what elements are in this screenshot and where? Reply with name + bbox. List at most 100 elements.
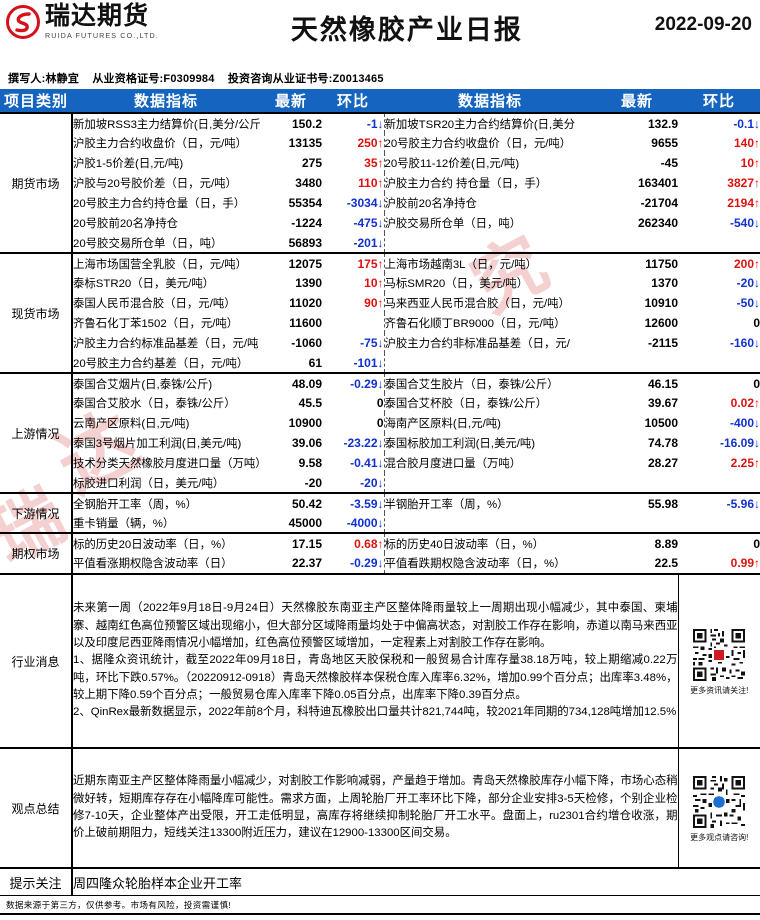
indicator-name-right: 齐鲁石化顺丁BR9000（日，元/吨） bbox=[383, 313, 596, 333]
table-row: 泰标STR20（日，美元/吨） 1390 10↑ 马标SMR20（日，美元/吨） 137… bbox=[0, 273, 760, 293]
category-cell: 下游情况 bbox=[0, 492, 73, 533]
indicator-name-right: 半钢胎开工率（周，%） bbox=[383, 492, 596, 513]
byline: 撰写人:林静宜 从业资格证号:F0309984 投资咨询从业证书号:Z00134… bbox=[0, 70, 760, 89]
indicator-change-right: -400↓ bbox=[729, 416, 760, 430]
indicator-change-right: -50↓ bbox=[736, 296, 760, 310]
indicator-name-left: 重卡销量（辆，%） bbox=[73, 517, 175, 530]
indicator-value-right bbox=[596, 513, 678, 533]
indicator-value-left: 275 bbox=[301, 156, 322, 170]
table-row: 20号胶主力合约基差（日，元/吨） 61 -101↓ bbox=[0, 353, 760, 373]
indicator-name-left: 标的历史20日波动率（日，%） bbox=[72, 532, 260, 553]
indicator-name-right: 混合胶月度进口量（万吨） bbox=[383, 453, 596, 473]
indicator-value-left: 39.06 bbox=[291, 436, 322, 450]
th-latest-right: 最新 bbox=[596, 89, 678, 113]
indicator-name-right: 20号胶主力合约收盘价（日，元/吨） bbox=[383, 133, 596, 153]
indicator-value-left: 11020 bbox=[289, 296, 322, 310]
qr-code-wechat-icon[interactable] bbox=[691, 626, 748, 683]
indicator-name-right bbox=[383, 473, 596, 493]
indicator-name-right bbox=[383, 353, 596, 373]
indicator-value-left: 10900 bbox=[288, 416, 322, 430]
indicator-name-left: 20号胶主力合约持仓量（日，手） bbox=[73, 198, 246, 210]
indicator-value-right: 28.27 bbox=[647, 456, 678, 470]
indicator-change-right: 3827↑ bbox=[727, 176, 760, 190]
indicator-change-right: -20↓ bbox=[736, 276, 760, 290]
table-row: 云南产区原料(日,元/吨) 10900 0 海南产区原料(日,元/吨) 10500 -40… bbox=[0, 413, 760, 433]
indicator-value-left: 1390 bbox=[295, 276, 322, 290]
indicator-value-left: 61 bbox=[308, 355, 322, 370]
indicator-change-left: -0.29↓ bbox=[350, 556, 384, 570]
indicator-change-left: -201↓ bbox=[353, 235, 384, 250]
consult-cert-number: 投资咨询从业证书号:Z0013465 bbox=[227, 73, 384, 85]
indicator-change-right: -160↓ bbox=[729, 336, 760, 350]
indicator-change-right: 2.25↑ bbox=[730, 456, 760, 470]
summary-label: 观点总结 bbox=[0, 747, 73, 868]
indicator-name-left: 泰国3号烟片加工利润(日,美元/吨) bbox=[73, 438, 242, 450]
indicator-value-right: -45 bbox=[660, 156, 678, 170]
indicator-change-right: 0.99↑ bbox=[730, 556, 760, 570]
indicator-value-left: -20 bbox=[304, 475, 322, 490]
table-row: 沪胶1-5价差(日,元/吨) 275 35↑ 20号胶11-12价差(日,元/吨) -4… bbox=[0, 153, 760, 173]
logo-company-name-cn: 瑞达期货 bbox=[45, 2, 150, 30]
indicator-name-left: 沪胶1-5价差(日,元/吨) bbox=[73, 158, 184, 170]
indicator-value-left: 48.09 bbox=[260, 372, 322, 393]
indicator-name-left: 新加坡RSS3主力结算价(日,美分/公斤 bbox=[72, 112, 260, 133]
category-cell: 上游情况 bbox=[0, 372, 73, 493]
table-row: 下游情况 全钢胎开工率（周，%） 50.42 -3.59↓ 半钢胎开工率（周，%） 55.… bbox=[0, 492, 760, 533]
title-area: 天然橡胶产业日报 bbox=[159, 8, 655, 47]
table-row: 重卡销量（辆，%） 45000 -4000↓ bbox=[0, 513, 760, 533]
indicator-value-left: 45.5 bbox=[298, 396, 322, 410]
indicator-change-left: -0.29↓ bbox=[322, 372, 384, 393]
indicator-name-left: 20号胶主力合约基差（日，元/吨） bbox=[73, 357, 249, 370]
indicator-value-right: 55.98 bbox=[596, 492, 678, 513]
indicator-change-left: -3.59↓ bbox=[322, 492, 384, 513]
indicator-change-left bbox=[322, 313, 384, 333]
table-row: 平值看涨期权隐含波动率（日） 22.37 -0.29↓ 平值看跌期权隐含波动率（日，%… bbox=[0, 553, 760, 573]
indicator-value-right: 11750 bbox=[596, 252, 678, 273]
indicator-change-left: 90↑ bbox=[364, 296, 384, 310]
indicator-name-right: 标的历史40日波动率（日，%） bbox=[383, 532, 596, 553]
indicator-change-left: 0.68↑ bbox=[322, 532, 384, 553]
text-sections-table: 行业消息 未来第一周（2022年9月18日-9月24日）天然橡胶东南亚主产区整体… bbox=[0, 573, 760, 895]
table-row: 20号胶前20名净持仓 -1224 -475↓ 沪胶交易所仓单（日，吨） 262340 -… bbox=[0, 213, 760, 233]
indicator-name-right bbox=[383, 233, 596, 253]
indicator-name-right: 沪胶主力合约非标准品基差（日，元/ bbox=[383, 333, 596, 353]
indicator-change-left: -475↓ bbox=[353, 216, 384, 230]
indicator-name-right: 马标SMR20（日，美元/吨） bbox=[383, 273, 596, 293]
indicator-value-right: 39.67 bbox=[647, 396, 678, 410]
qr-code-consult-icon[interactable] bbox=[691, 773, 748, 830]
indicator-change-right bbox=[678, 473, 760, 493]
indicator-name-right: 马来西亚人民币混合胶（日，元/吨） bbox=[383, 293, 596, 313]
logo-company-name-en: RUIDA FUTURES CO.,LTD. bbox=[45, 31, 159, 40]
summary-row: 观点总结 近期东南亚主产区整体降雨量小幅减少，对割胶工作影响减弱，产量趋于增加。… bbox=[0, 747, 760, 868]
indicator-value-right bbox=[596, 233, 678, 253]
indicator-name-right: 沪胶前20名净持仓 bbox=[383, 193, 596, 213]
indicator-change-left: -20↓ bbox=[360, 475, 384, 490]
indicator-name-right: 泰国合艾杯胶（日，泰铢/公斤） bbox=[383, 393, 596, 413]
indicator-name-right: 平值看跌期权隐含波动率（日，%） bbox=[383, 553, 596, 573]
data-table: 项目类别 数据指标 最新 环比 数据指标 最新 环比 期货市场 新加坡RSS3主力… bbox=[0, 89, 760, 573]
indicator-value-left: 17.15 bbox=[260, 532, 322, 553]
indicator-value-right bbox=[596, 473, 678, 493]
indicator-name-right: 新加坡TSR20主力合约结算价(日,美分 bbox=[383, 112, 596, 133]
indicator-name-left: 标胶进口利润（日，美元/吨） bbox=[73, 477, 225, 490]
indicator-value-right: 8.89 bbox=[596, 532, 678, 553]
indicator-name-right: 上海市场越南3L（日，元/吨） bbox=[383, 252, 596, 273]
indicator-name-left: 云南产区原料(日,元/吨) bbox=[73, 418, 190, 430]
indicator-name-left: 泰国合艾胶水（日，泰铢/公斤） bbox=[73, 398, 236, 410]
indicator-value-right: 12600 bbox=[644, 316, 678, 330]
qualification-number: 从业资格证号:F0309984 bbox=[92, 73, 215, 85]
news-qr-caption: 更多资讯请关注! bbox=[690, 685, 749, 695]
indicator-change-right: -0.1↓ bbox=[678, 112, 760, 133]
indicator-name-right: 海南产区原料(日,元/吨) bbox=[383, 413, 596, 433]
th-indicator-left: 数据指标 bbox=[72, 89, 260, 113]
indicator-value-right: 74.78 bbox=[647, 436, 678, 450]
indicator-change-left: 0 bbox=[376, 396, 384, 410]
indicator-name-right: 沪胶交易所仓单（日，吨） bbox=[383, 213, 596, 233]
th-change-right: 环比 bbox=[678, 89, 760, 113]
indicator-value-left: 45000 bbox=[288, 515, 322, 530]
table-row: 泰国3号烟片加工利润(日,美元/吨) 39.06 -23.22↓ 泰国标胶加工利润(日… bbox=[0, 433, 760, 453]
indicator-name-left: 技术分类天然橡胶月度进口量（万吨） bbox=[73, 458, 260, 470]
indicator-value-right: 9655 bbox=[651, 136, 678, 150]
news-paragraph-0: 未来第一周（2022年9月18日-9月24日）天然橡胶东南亚主产区整体降雨量较上… bbox=[73, 602, 678, 649]
indicator-value-left: 9.58 bbox=[298, 456, 322, 470]
